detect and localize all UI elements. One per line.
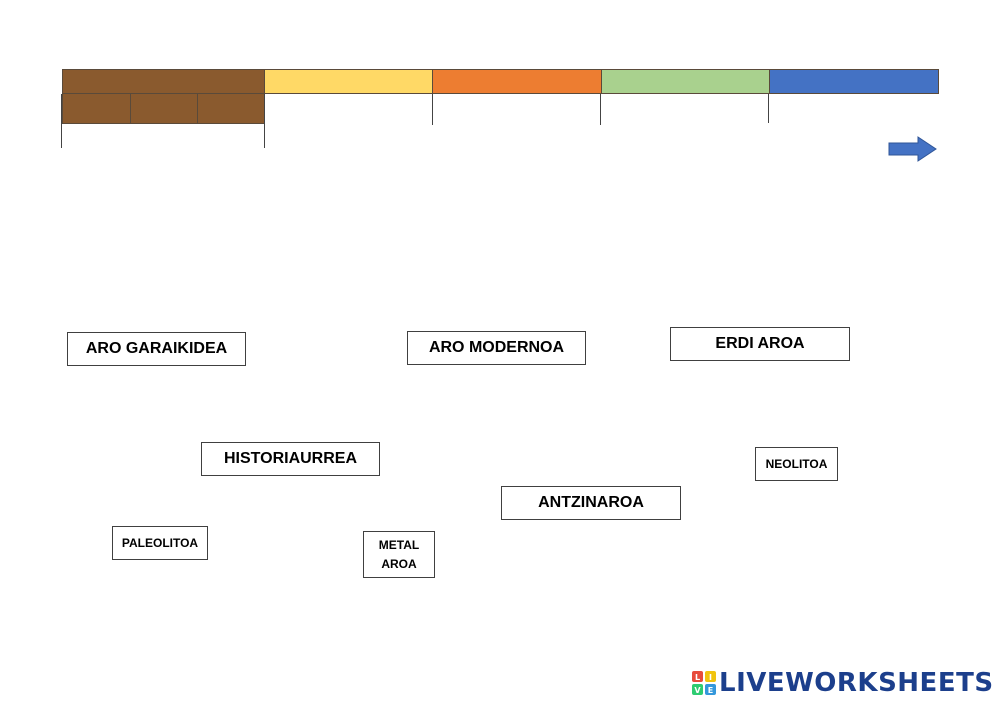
timeline-segment-4 [601,69,770,94]
label-aro-modernoa[interactable]: ARO MODERNOA [407,331,586,365]
timeline-segment-3 [432,69,602,94]
timeline-tick [432,94,433,125]
live-badge-icon: L I V E [692,671,716,695]
label-historiaurrea[interactable]: HISTORIAURREA [201,442,380,476]
label-paleolitoa[interactable]: PALEOLITOA [112,526,208,560]
svg-text:E: E [708,686,713,695]
svg-text:I: I [709,673,712,682]
prehistory-subsegment-3 [197,93,265,124]
label-metal-aroa-line1: METAL [378,537,420,552]
prehistory-subsegment-1 [62,93,131,124]
label-aro-garaikidea[interactable]: ARO GARAIKIDEA [67,332,246,366]
timeline-segment-2 [264,69,433,94]
label-erdi-aroa[interactable]: ERDI AROA [670,327,850,361]
timeline-tick [61,94,62,148]
liveworksheets-logo: L I V E LIVEWORKSHEETS [692,666,994,700]
svg-text:L: L [695,673,700,682]
timeline-tick [768,94,769,123]
label-neolitoa[interactable]: NEOLITOA [755,447,838,481]
svg-text:V: V [694,686,701,695]
label-antzinaroa[interactable]: ANTZINAROA [501,486,681,520]
right-arrow-icon [888,136,937,162]
label-metal-aroa-line2: AROA [381,556,417,571]
prehistory-subsegment-2 [130,93,198,124]
timeline-tick [264,94,265,148]
label-metal-aroa[interactable]: METAL AROA [363,531,435,578]
timeline-tick [600,94,601,125]
timeline-segment-1 [62,69,265,94]
timeline-segment-5 [769,69,939,94]
logo-wordmark: LIVEWORKSHEETS [719,668,994,698]
